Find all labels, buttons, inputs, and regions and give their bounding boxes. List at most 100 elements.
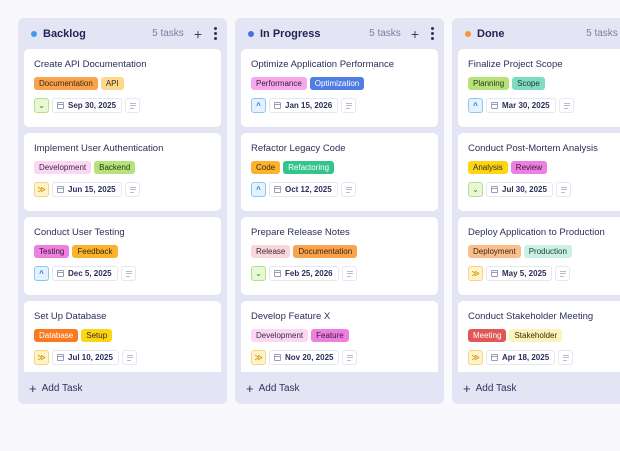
tag-list: Deployment Production xyxy=(468,245,620,258)
priority-icon[interactable]: ≫ xyxy=(34,182,49,197)
more-options-icon[interactable] xyxy=(431,27,434,40)
card-meta: ^ Jan 15, 2026 xyxy=(251,98,429,113)
column-done: Done 5 tasks + Finalize Project Scope Pl… xyxy=(452,18,620,404)
due-date-button[interactable]: Sep 30, 2025 xyxy=(52,98,123,113)
tag-list: Meeting Stakeholder xyxy=(468,329,620,342)
task-card[interactable]: Conduct Post-Mortem Analysis Analysis Rev… xyxy=(458,133,620,211)
task-card[interactable]: Conduct User Testing Testing Feedback ^ D… xyxy=(24,217,221,295)
due-date-button[interactable]: Mar 30, 2025 xyxy=(486,98,556,113)
description-icon[interactable] xyxy=(558,98,574,113)
description-icon[interactable] xyxy=(120,266,136,281)
tag-badge: Deployment xyxy=(468,245,521,258)
card-list[interactable]: Optimize Application Performance Perform… xyxy=(241,49,438,372)
column-title: Done xyxy=(477,27,505,40)
description-icon[interactable] xyxy=(340,182,356,197)
tag-badge: Setup xyxy=(81,329,113,342)
priority-icon[interactable]: ^ xyxy=(251,182,266,197)
due-date: Jun 15, 2025 xyxy=(68,185,116,194)
task-card[interactable]: Optimize Application Performance Perform… xyxy=(241,49,438,127)
card-meta: ≫ Jul 10, 2025 xyxy=(34,350,212,365)
description-icon[interactable] xyxy=(342,350,358,365)
calendar-icon xyxy=(274,186,281,193)
description-icon[interactable] xyxy=(341,98,357,113)
calendar-icon xyxy=(274,270,281,277)
due-date-button[interactable]: Dec 5, 2025 xyxy=(52,266,118,281)
task-card[interactable]: Set Up Database Database Setup ≫ Jul 10, … xyxy=(24,301,221,372)
priority-icon[interactable]: ≫ xyxy=(251,350,266,365)
column-backlog: Backlog 5 tasks + Create API Documentati… xyxy=(18,18,227,404)
priority-icon[interactable]: ^ xyxy=(34,266,49,281)
column-title: Backlog xyxy=(43,27,86,40)
card-meta: ⌄ Sep 30, 2025 xyxy=(34,98,212,113)
task-card[interactable]: Refactor Legacy Code Code Refactoring ^ O… xyxy=(241,133,438,211)
tag-list: Database Setup xyxy=(34,329,212,342)
task-card[interactable]: Develop Feature X Development Feature ≫ N… xyxy=(241,301,438,372)
description-icon[interactable] xyxy=(555,182,571,197)
column-header: Done 5 tasks + xyxy=(452,18,620,49)
description-icon[interactable] xyxy=(125,98,141,113)
description-icon[interactable] xyxy=(558,350,574,365)
add-task-button[interactable]: + Add Task xyxy=(29,372,83,404)
add-card-plus-icon[interactable]: + xyxy=(193,25,202,42)
due-date-button[interactable]: Jul 10, 2025 xyxy=(52,350,119,365)
add-task-label: Add Task xyxy=(41,382,83,394)
card-title: Refactor Legacy Code xyxy=(251,143,346,154)
due-date-button[interactable]: Feb 25, 2026 xyxy=(269,266,339,281)
card-title: Conduct Post-Mortem Analysis xyxy=(468,143,598,154)
due-date: Jan 15, 2026 xyxy=(285,101,333,110)
priority-icon[interactable]: ≫ xyxy=(34,350,49,365)
priority-icon[interactable]: ≫ xyxy=(468,350,483,365)
task-card[interactable]: Create API Documentation Documentation AP… xyxy=(24,49,221,127)
add-card-plus-icon[interactable]: + xyxy=(410,25,419,42)
task-card[interactable]: Prepare Release Notes Release Documentati… xyxy=(241,217,438,295)
card-list[interactable]: Finalize Project Scope Planning Scope ^ M… xyxy=(458,49,620,372)
due-date-button[interactable]: May 5, 2025 xyxy=(486,266,553,281)
tag-list: Development Backend xyxy=(34,161,212,174)
due-date: Oct 12, 2025 xyxy=(285,185,332,194)
due-date-button[interactable]: Jul 30, 2025 xyxy=(486,182,553,197)
calendar-icon xyxy=(274,354,281,361)
task-card[interactable]: Conduct Stakeholder Meeting Meeting Stake… xyxy=(458,301,620,372)
due-date-button[interactable]: Oct 12, 2025 xyxy=(269,182,338,197)
tag-badge: Planning xyxy=(468,77,510,90)
tag-list: Analysis Review xyxy=(468,161,620,174)
column-header: Backlog 5 tasks + xyxy=(18,18,227,49)
description-icon[interactable] xyxy=(121,350,137,365)
priority-icon[interactable]: ⌄ xyxy=(34,98,49,113)
task-card[interactable]: Deploy Application to Production Deploym… xyxy=(458,217,620,295)
task-card[interactable]: Finalize Project Scope Planning Scope ^ M… xyxy=(458,49,620,127)
calendar-icon xyxy=(491,102,498,109)
due-date-button[interactable]: Jun 15, 2025 xyxy=(52,182,122,197)
priority-icon[interactable]: ≫ xyxy=(468,266,483,281)
card-title: Create API Documentation xyxy=(34,59,147,70)
add-task-button[interactable]: + Add Task xyxy=(246,372,300,404)
column-header: In Progress 5 tasks + xyxy=(235,18,444,49)
add-task-label: Add Task xyxy=(475,382,517,394)
description-icon[interactable] xyxy=(555,266,571,281)
task-card[interactable]: Implement User Authentication Developmen… xyxy=(24,133,221,211)
due-date-button[interactable]: Apr 18, 2025 xyxy=(486,350,556,365)
due-date: Sep 30, 2025 xyxy=(68,101,117,110)
more-options-icon[interactable] xyxy=(214,27,217,40)
add-task-button[interactable]: + Add Task xyxy=(463,372,517,404)
priority-icon[interactable]: ⌄ xyxy=(468,182,483,197)
card-list[interactable]: Create API Documentation Documentation AP… xyxy=(24,49,221,372)
tag-badge: Review xyxy=(510,161,548,174)
tag-badge: Documentation xyxy=(293,245,358,258)
due-date-button[interactable]: Nov 20, 2025 xyxy=(269,350,340,365)
card-title: Optimize Application Performance xyxy=(251,59,395,70)
due-date: Feb 25, 2026 xyxy=(285,269,333,278)
task-count: 5 tasks xyxy=(586,28,618,39)
description-icon[interactable] xyxy=(124,182,140,197)
card-meta: ≫ May 5, 2025 xyxy=(468,266,620,281)
tag-badge: Code xyxy=(251,161,281,174)
due-date-button[interactable]: Jan 15, 2026 xyxy=(269,98,339,113)
plus-icon: + xyxy=(29,380,37,396)
priority-icon[interactable]: ^ xyxy=(251,98,266,113)
tag-badge: API xyxy=(100,77,124,90)
priority-icon[interactable]: ^ xyxy=(468,98,483,113)
tag-badge: Release xyxy=(251,245,291,258)
priority-icon[interactable]: ⌄ xyxy=(251,266,266,281)
card-meta: ≫ Apr 18, 2025 xyxy=(468,350,620,365)
description-icon[interactable] xyxy=(341,266,357,281)
